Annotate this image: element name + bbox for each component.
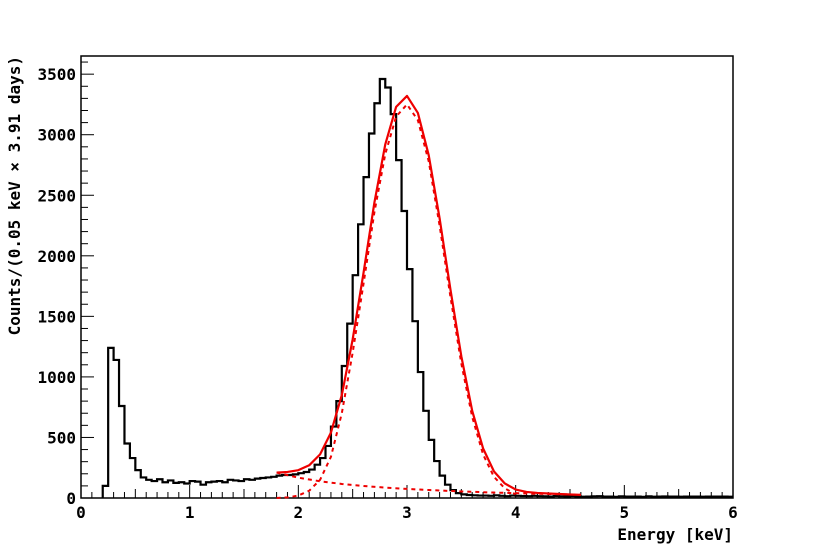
x-tick-label: 0	[76, 503, 86, 522]
y-tick-label: 1000	[37, 368, 76, 387]
x-axis-title: Energy [keV]	[617, 525, 733, 544]
plot-frame	[80, 55, 734, 499]
x-tick-label: 2	[294, 503, 304, 522]
y-axis-title: Counts/(0.05 keV × 3.91 days)	[5, 56, 24, 335]
y-tick-label: 1500	[37, 307, 76, 326]
x-tick-label: 1	[185, 503, 195, 522]
background-curve	[276, 471, 581, 496]
y-tick-label: 0	[66, 489, 76, 508]
x-axis-ticks: 0 1 2 3 4 5 6	[76, 485, 738, 522]
data-histogram	[101, 77, 733, 498]
peak-curve	[276, 103, 517, 499]
fit-curve	[276, 94, 581, 496]
y-tick-label: 2000	[37, 247, 76, 266]
y-tick-label: 3500	[37, 65, 76, 84]
x-tick-label: 6	[728, 503, 738, 522]
x-tick-label: 4	[511, 503, 521, 522]
y-axis-ticks: 0 500 1000 1500 2000 2500 3000 3500	[37, 61, 94, 508]
y-tick-label: 500	[47, 428, 76, 447]
x-tick-label: 3	[402, 503, 412, 522]
plot-series	[101, 77, 733, 499]
y-tick-label: 3000	[37, 126, 76, 145]
y-tick-label: 2500	[37, 186, 76, 205]
x-tick-label: 5	[620, 503, 630, 522]
